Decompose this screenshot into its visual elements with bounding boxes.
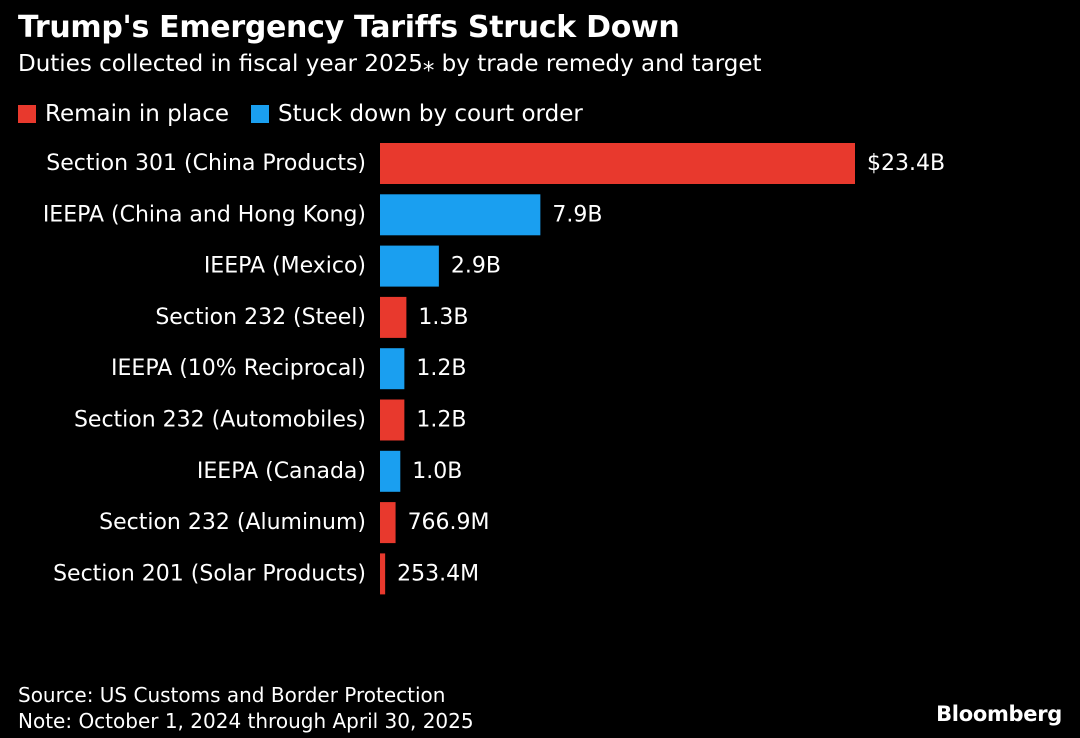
category-label: Section 301 (China Products) bbox=[46, 151, 366, 176]
legend-item-struck: Stuck down by court order bbox=[251, 101, 583, 127]
footer: Source: US Customs and Border Protection… bbox=[18, 682, 474, 734]
value-label: 766.9M bbox=[408, 510, 490, 535]
category-label: IEEPA (Mexico) bbox=[204, 254, 366, 279]
legend-label-remain: Remain in place bbox=[45, 101, 230, 127]
bar bbox=[380, 245, 439, 287]
legend-item-remain: Remain in place bbox=[18, 101, 229, 127]
bloomberg-logo: Bloomberg bbox=[936, 702, 1062, 726]
value-label: 2.9B bbox=[451, 254, 501, 279]
chart-title: Trump's Emergency Tariffs Struck Down bbox=[18, 10, 680, 45]
legend: Remain in place Stuck down by court orde… bbox=[18, 101, 605, 127]
bar bbox=[380, 399, 405, 441]
bar bbox=[380, 296, 407, 338]
chart-subtitle: Duties collected in fiscal year 2025⁎ by… bbox=[18, 51, 762, 77]
bar bbox=[380, 348, 405, 390]
legend-swatch-struck bbox=[251, 105, 270, 123]
category-label: Section 232 (Automobiles) bbox=[74, 408, 366, 433]
category-label: Section 232 (Steel) bbox=[155, 305, 366, 330]
legend-swatch-remain bbox=[18, 105, 36, 123]
value-label: 1.2B bbox=[416, 356, 466, 381]
legend-label-struck: Stuck down by court order bbox=[278, 101, 583, 127]
value-label: 1.2B bbox=[416, 408, 466, 433]
category-label: Section 232 (Aluminum) bbox=[99, 510, 366, 535]
value-label: $23.4B bbox=[867, 151, 945, 176]
bar-chart: Section 301 (China Products) $23.4B IEEPA … bbox=[43, 143, 945, 595]
value-label: 1.0B bbox=[412, 459, 462, 484]
category-label: Section 201 (Solar Products) bbox=[53, 561, 366, 586]
bar bbox=[380, 502, 396, 544]
value-label: 253.4M bbox=[397, 561, 479, 586]
category-label: IEEPA (China and Hong Kong) bbox=[43, 202, 366, 227]
value-label: 1.3B bbox=[418, 305, 468, 330]
category-label: IEEPA (Canada) bbox=[197, 459, 366, 484]
bar bbox=[380, 553, 386, 595]
source-note: Source: US Customs and Border Protection bbox=[18, 683, 446, 707]
value-label: 7.9B bbox=[552, 202, 602, 227]
bar bbox=[380, 143, 855, 184]
bar bbox=[380, 450, 401, 492]
date-note: Note: October 1, 2024 through April 30, … bbox=[18, 709, 474, 733]
bar bbox=[380, 194, 541, 236]
category-label: IEEPA (10% Reciprocal) bbox=[111, 356, 366, 381]
